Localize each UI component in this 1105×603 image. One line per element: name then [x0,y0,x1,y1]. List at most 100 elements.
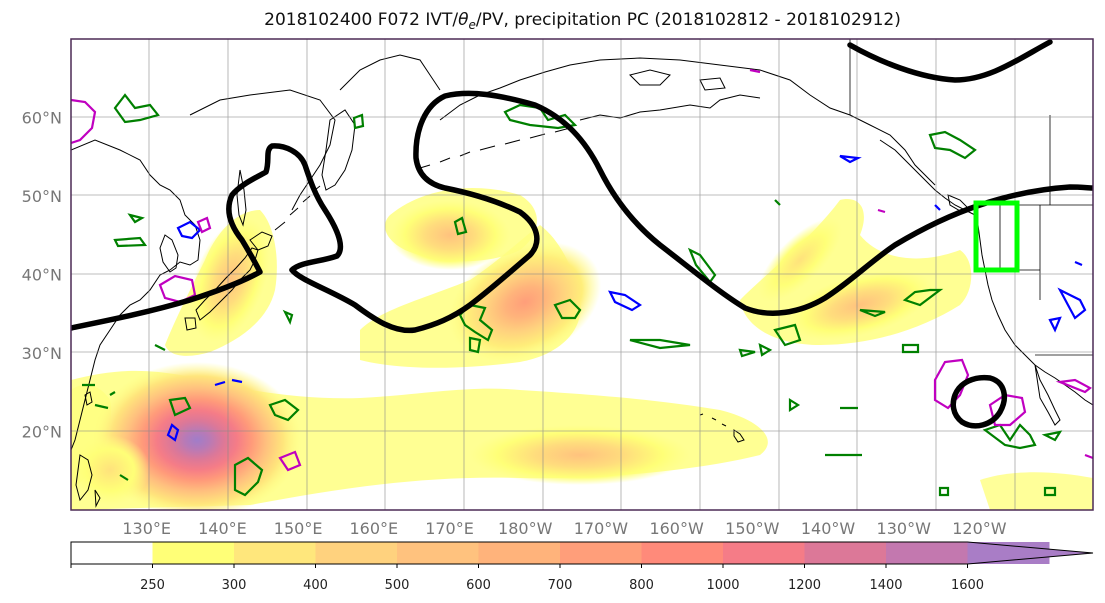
lat-tick-label: 30°N [22,344,62,363]
colorbar-tick-label: 300 [222,578,247,593]
colorbar-outline [70,541,1094,565]
ivt-core-eastpac [787,270,933,340]
blue-contour-7 [934,204,1083,267]
green-contour-8 [629,338,691,350]
magenta-contour-3 [196,216,212,234]
green-contour-10 [773,323,802,347]
highlight-box [973,200,1020,273]
coast-japan-hokkaido [249,231,273,251]
colorbar: 250 300 400 500 600 700 800 1000 1200 1400 1600 [70,541,1094,593]
green-contour-12 [859,308,886,318]
pv-contour-cutoff [950,374,1008,429]
colorbar-swatch [397,542,479,564]
coast-alaska-pen [579,94,761,121]
colorbar-labels: 250 300 400 500 600 700 800 1000 1200 1400 1600 [70,564,984,593]
coast-aleutians [419,127,571,169]
green-contour-1 [113,93,160,124]
colorbar-swatch [804,542,887,564]
lon-tick-label: 150°E [274,519,323,538]
title-theta-sub: e [468,18,476,33]
lon-labels: 130°E 140°E 150°E 160°E 170°E 180°W 170°W 160°W… [122,519,1006,538]
green-contour-23 [154,199,781,351]
colorbar-swatches [70,541,1094,565]
graticule [71,39,1093,510]
lon-tick-label: 130°E [122,519,171,538]
colorbar-swatch [886,542,968,564]
green-contour-7 [468,336,482,354]
blue-contour-2 [608,290,643,312]
blue-contour-5 [1048,316,1062,333]
green-contour-19 [788,398,862,457]
lon-tick-label: 160°W [649,519,704,538]
green-contour-20 [982,423,1037,450]
lon-tick-label: 150°W [725,519,780,538]
colorbar-tick-label: 250 [140,578,165,593]
coast-korea [159,234,179,273]
green-contour-15 [928,130,977,160]
green-contour-5 [458,303,494,342]
lon-tick-label: 140°E [198,519,247,538]
blue-contour-1 [176,220,202,240]
coast-hawaii [699,413,745,443]
green-contour-13 [902,288,944,307]
pv-contours [71,39,1093,429]
lon-tick-label: 170°W [574,519,629,538]
colorbar-tick-label: 500 [385,578,410,593]
lat-tick-label: 40°N [22,266,62,285]
colorbar-swatch [641,542,724,564]
coast-asia [71,139,201,451]
coast-taiwan [84,391,93,406]
colorbar-tick-label: 600 [466,578,491,593]
lon-tick-label: 130°W [877,519,932,538]
green-contour-16 [168,396,192,417]
colorbar-tick-label: 800 [629,578,654,593]
colorbar-tick-label: 400 [303,578,328,593]
magenta-contour-2 [158,274,197,304]
ivt-core-dateline [448,241,602,363]
map-title: 2018102400 F072 IVT/θe/PV, precipitation… [0,10,1105,32]
theta-contours-green [82,93,1063,497]
green-contour-14 [901,343,920,354]
green-contour-2 [352,113,365,130]
lat-tick-label: 50°N [22,187,62,206]
lon-tick-label: 120°W [952,519,1007,538]
coast-kamchatka [321,109,356,191]
colorbar-tick-label: 1400 [869,578,902,593]
theta-contours-blue [166,154,1087,442]
colorbar-extend-arrow [967,542,1093,564]
coast-bering [339,54,441,91]
ivt-band-sw-tail [980,472,1093,510]
green-contour-6 [553,298,582,320]
ivt-core-subtropical [470,425,690,485]
green-contour-22 [113,213,148,248]
colorbar-swatch [723,542,805,564]
coast-arctic-islands [629,69,726,91]
ivt-core-philippine [71,435,150,505]
green-contour-3 [503,103,578,130]
blue-contour-3 [839,154,862,164]
magenta-contour-4 [278,450,302,472]
pv-contour-arctic [847,39,1053,83]
green-contour-24 [82,383,129,481]
map-layers [71,39,1093,510]
title-theta: θ [458,10,469,30]
colorbar-tick-label: 700 [548,578,573,593]
blue-contour-4 [1057,287,1087,320]
lon-tick-label: 170°E [425,519,474,538]
colorbar-swatch [234,542,316,564]
colorbar-tick-label: 1000 [706,578,739,593]
magenta-contour-1 [71,98,97,145]
coast-kurils [274,185,321,231]
green-contour-11 [738,343,773,358]
coast-kyushu [184,317,197,331]
lon-tick-label: 180°W [498,519,553,538]
green-contour-4 [453,216,468,236]
lat-labels: 20°N 30°N 40°N 50°N 60°N [22,109,62,442]
lon-tick-label: 140°W [801,519,856,538]
title-prefix: 2018102400 F072 IVT/ [264,10,459,30]
blue-contour-6 [166,378,243,442]
green-contour-17 [268,398,300,422]
ivt-core-northpac [390,200,510,270]
